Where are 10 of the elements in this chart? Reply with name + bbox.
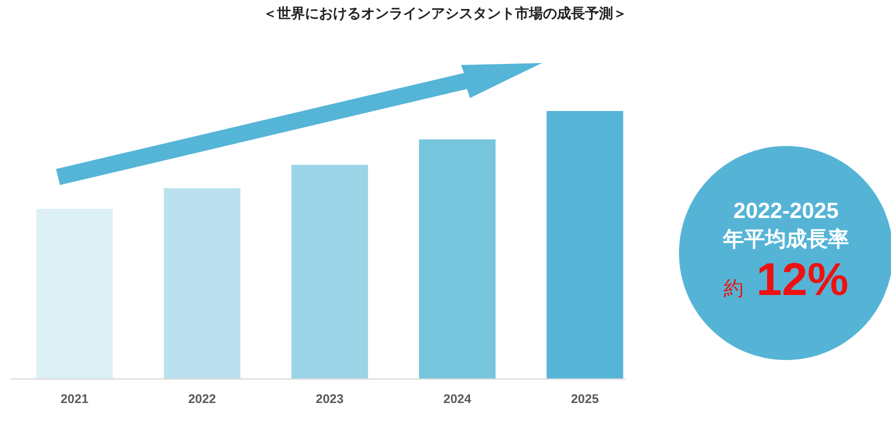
text: 2022-2025 (733, 198, 839, 223)
text: 年平均成長率 (722, 227, 849, 251)
x-tick-label: 2021 (60, 392, 88, 406)
text: 12% (744, 253, 848, 305)
chart-title: ＜世界におけるオンラインアシスタント市場の成長予測＞ (263, 5, 627, 21)
x-tick-label: 2023 (316, 392, 344, 406)
x-tick-label: 2024 (443, 392, 472, 406)
text: 約 (724, 278, 744, 300)
x-tick-label: 2022 (188, 392, 216, 406)
x-tick-label: 2025 (570, 392, 599, 406)
